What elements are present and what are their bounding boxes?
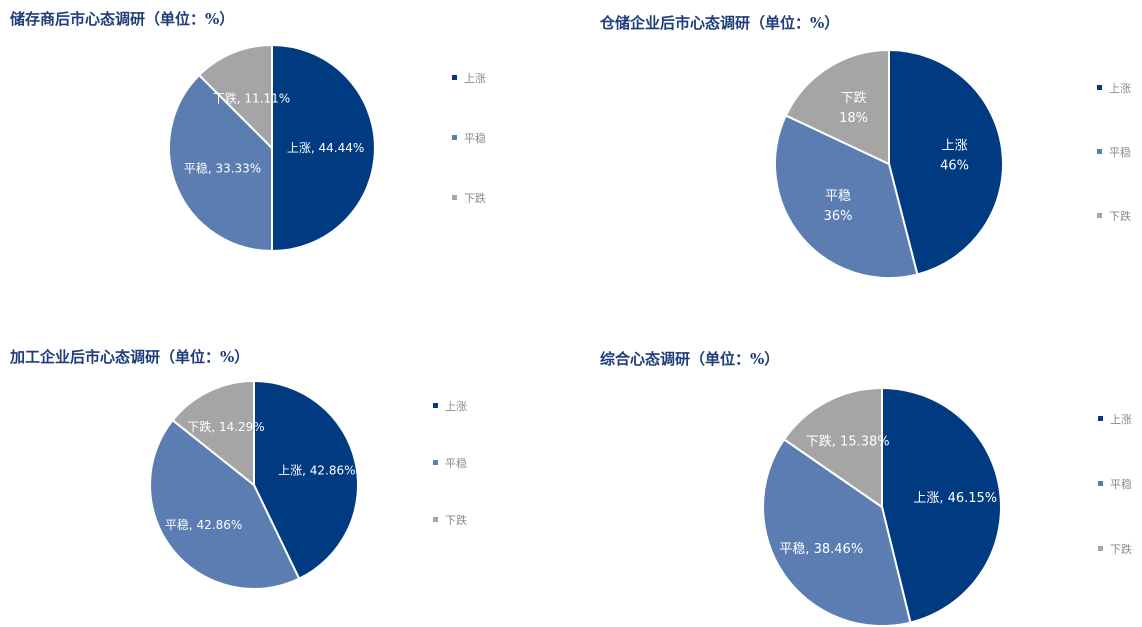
legend-label: 下跌	[445, 514, 467, 527]
data-label-2: 平稳, 42.86%	[165, 517, 242, 532]
data-label-3: 下跌 18%	[839, 90, 868, 126]
legend-swatch	[433, 460, 438, 465]
pie-slice-2	[149, 418, 301, 590]
pie-slice-1	[881, 386, 1002, 624]
pie-slice-3	[171, 379, 255, 488]
legend-item-2: 平稳	[452, 130, 486, 190]
legend-label: 上涨	[1110, 413, 1132, 426]
data-label-3: 下跌, 11.11%	[213, 91, 290, 106]
legend-label: 平稳	[464, 132, 486, 145]
pie-slice-3	[197, 43, 273, 151]
legend-swatch	[452, 195, 457, 200]
legend-swatch	[452, 75, 457, 80]
legend-swatch	[452, 135, 457, 140]
data-label-2: 平稳 36%	[824, 188, 853, 224]
legend-item-2: 平稳	[1097, 144, 1131, 208]
legend-item-1: 上涨	[452, 70, 486, 130]
legend-label: 上涨	[464, 72, 486, 85]
legend-swatch	[1098, 481, 1103, 486]
chart-3-legend: 上涨 平稳 下跌	[433, 398, 467, 569]
data-label-1: 上涨 46%	[940, 139, 969, 174]
legend-item-3: 下跌	[452, 190, 486, 250]
legend-label: 下跌	[464, 192, 486, 205]
legend-item-3: 下跌	[1097, 208, 1131, 272]
legend-swatch	[1097, 213, 1102, 218]
data-label-1: 上涨, 44.44%	[287, 140, 364, 155]
legend-item-2: 平稳	[1098, 476, 1132, 541]
chart-4-pie: 上涨, 46.15% 平稳, 38.46% 下跌, 15.38%	[762, 386, 1002, 627]
legend-swatch	[1097, 85, 1102, 90]
chart-3-title: 加工企业后市心态调研（单位：%）	[10, 348, 250, 366]
pie-slice-2	[168, 73, 273, 253]
legend-label: 上涨	[445, 400, 467, 413]
data-label-2: 平稳, 33.33%	[184, 160, 261, 175]
legend-item-1: 上涨	[1098, 411, 1132, 476]
pie-slice-1	[253, 379, 359, 581]
legend-item-1: 上涨	[433, 398, 467, 455]
chart-1-pie: 上涨, 44.44% 平稳, 33.33% 下跌, 11.11%	[168, 43, 376, 253]
chart-4-title: 综合心态调研（单位：%）	[600, 350, 780, 368]
chart-2-pie: 上涨 46% 平稳 36% 下跌 18%	[774, 48, 1004, 279]
chart-3-pie: 上涨, 42.86% 平稳, 42.86% 下跌, 14.29%	[149, 379, 359, 590]
pie-slice-3	[784, 48, 890, 166]
legend-item-3: 下跌	[1098, 541, 1132, 606]
legend-label: 平稳	[445, 457, 467, 470]
pie-slice-1	[888, 48, 1004, 276]
pie-slice-1	[271, 43, 376, 253]
data-label-2: 平稳, 38.46%	[779, 541, 863, 557]
legend-item-2: 平稳	[433, 455, 467, 512]
data-label-3: 下跌, 15.38%	[806, 434, 890, 450]
chart-1-legend: 上涨 平稳 下跌	[452, 70, 486, 250]
legend-label: 下跌	[1110, 543, 1132, 556]
legend-item-3: 下跌	[433, 512, 467, 569]
legend-swatch	[433, 403, 438, 408]
legend-swatch	[1097, 149, 1102, 154]
legend-label: 平稳	[1110, 478, 1132, 491]
chart-1-title: 储存商后市心态调研（单位：%）	[10, 10, 235, 28]
legend-swatch	[1098, 546, 1103, 551]
chart-4-legend: 上涨 平稳 下跌	[1098, 411, 1132, 606]
pie-slice-2	[774, 114, 919, 279]
chart-2-title: 仓储企业后市心态调研（单位：%）	[600, 14, 840, 32]
legend-item-1: 上涨	[1097, 80, 1131, 144]
legend-swatch	[433, 517, 438, 522]
data-label-3: 下跌, 14.29%	[187, 419, 264, 434]
pie-slice-3	[782, 386, 883, 509]
legend-label: 上涨	[1109, 82, 1131, 95]
legend-label: 平稳	[1109, 146, 1131, 159]
legend-swatch	[1098, 416, 1103, 421]
data-label-1: 上涨, 42.86%	[278, 463, 355, 478]
data-label-1: 上涨, 46.15%	[913, 491, 997, 506]
legend-label: 下跌	[1109, 210, 1131, 223]
chart-2-legend: 上涨 平稳 下跌	[1097, 80, 1131, 272]
